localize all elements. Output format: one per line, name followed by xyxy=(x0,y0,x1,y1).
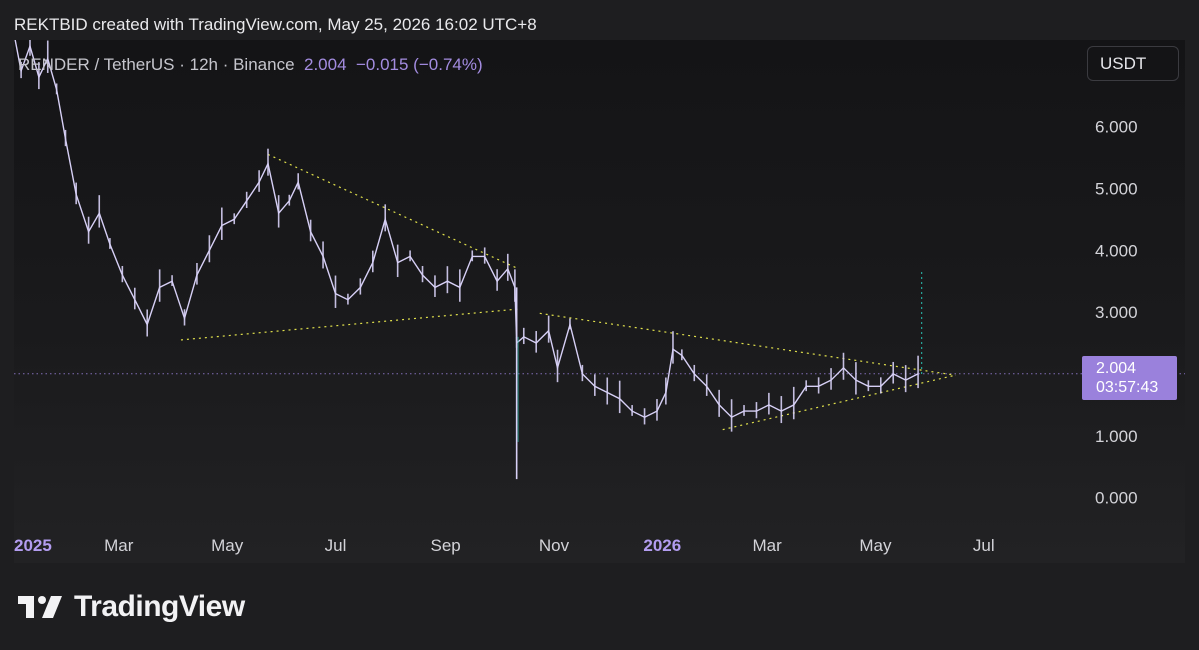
y-tick-label: 0.000 xyxy=(1095,489,1138,508)
x-tick-label: Mar xyxy=(104,536,134,555)
tradingview-logo[interactable]: TradingView xyxy=(18,590,245,624)
badge-price: 2.004 xyxy=(1096,360,1137,377)
x-tick-label: Nov xyxy=(539,536,570,555)
badge-countdown: 03:57:43 xyxy=(1096,379,1159,396)
x-tick-label: Mar xyxy=(752,536,782,555)
x-tick-label: Sep xyxy=(430,536,460,555)
trendline-3 xyxy=(539,312,956,376)
x-tick-label: Jul xyxy=(973,536,995,555)
y-tick-label: 4.000 xyxy=(1095,241,1138,260)
x-tick-label: May xyxy=(211,536,244,555)
tradingview-logo-icon xyxy=(18,596,62,618)
last-price: 2.004 xyxy=(303,55,347,74)
tradingview-logo-text: TradingView xyxy=(74,590,245,623)
price-series-line xyxy=(14,40,919,419)
y-tick-label: 1.000 xyxy=(1095,427,1138,446)
x-tick-label: 2026 xyxy=(643,536,681,555)
x-tick-label: 2025 xyxy=(14,536,52,555)
symbol-title: RENDER / TetherUS · 12h · Binance xyxy=(18,55,295,74)
y-tick-label: 6.000 xyxy=(1095,118,1138,137)
y-tick-label: 3.000 xyxy=(1095,303,1138,322)
y-tick-label: 5.000 xyxy=(1095,179,1138,198)
x-tick-label: Jul xyxy=(325,536,347,555)
trendline-2 xyxy=(180,308,519,341)
last-price-badge: 2.004 03:57:43 xyxy=(1082,356,1177,400)
trendline-4 xyxy=(722,374,956,431)
symbol-legend[interactable]: RENDER / TetherUS · 12h · Binance 2.004 … xyxy=(18,55,483,75)
chart-credit: REKTBID created with TradingView.com, Ma… xyxy=(14,15,537,34)
price-change: −0.015 (−0.74%) xyxy=(355,55,483,74)
trendline-1 xyxy=(267,153,519,270)
x-tick-label: May xyxy=(859,536,892,555)
currency-button[interactable]: USDT xyxy=(1087,46,1179,81)
